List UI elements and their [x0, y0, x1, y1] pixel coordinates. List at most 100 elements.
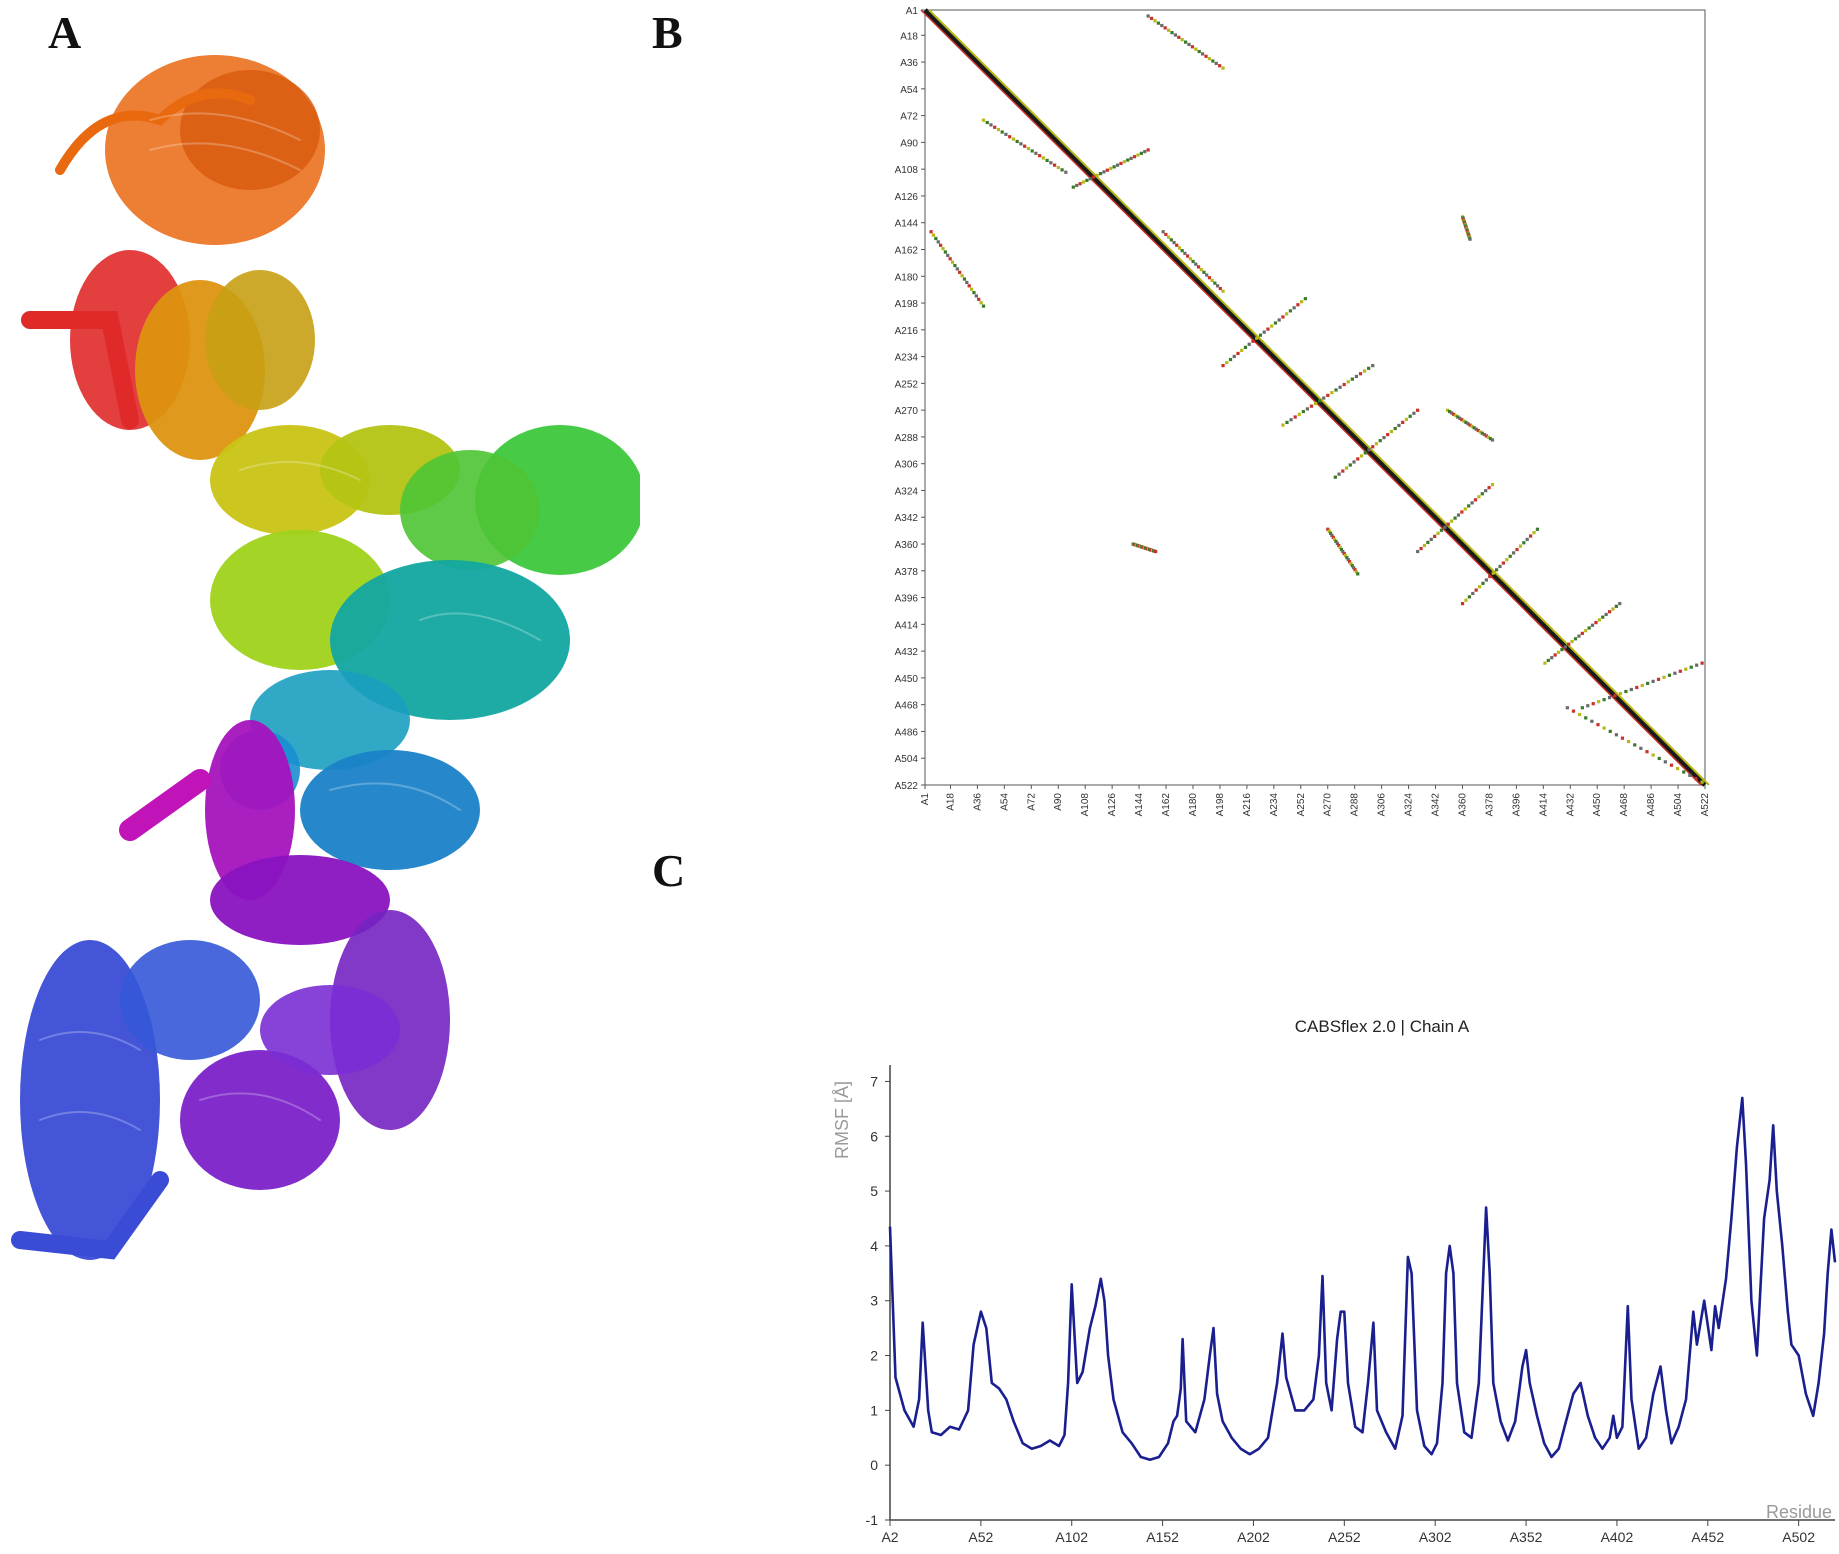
contact-point	[1197, 49, 1201, 54]
contact-point	[1580, 631, 1584, 635]
contact-point	[1341, 549, 1345, 554]
contact-point	[1532, 531, 1536, 535]
contact-point	[1689, 665, 1693, 669]
contact-point	[1487, 486, 1491, 490]
contact-point	[1535, 527, 1540, 531]
contact-point	[1371, 364, 1375, 368]
contact-x-tick-label: A306	[1377, 793, 1388, 817]
contact-y-tick-label: A252	[895, 379, 919, 390]
rmsf-x-tick-label: A402	[1601, 1529, 1634, 1545]
contact-point	[1695, 663, 1699, 667]
contact-point	[1580, 706, 1584, 710]
contact-point	[1154, 549, 1158, 554]
contact-point	[1419, 546, 1423, 551]
contact-point	[1318, 399, 1322, 403]
contact-y-tick-label: A360	[895, 540, 919, 551]
contact-point	[1102, 170, 1106, 174]
contact-point	[1305, 407, 1310, 411]
contact-point	[1371, 445, 1375, 449]
contact-y-tick-label: A108	[895, 165, 919, 176]
contact-point	[1060, 168, 1064, 172]
contact-y-tick-label: A270	[895, 406, 919, 417]
contact-point	[1221, 66, 1225, 70]
contact-point	[1635, 685, 1639, 690]
contact-y-tick-label: A216	[895, 326, 919, 337]
contact-point	[1327, 529, 1331, 533]
contact-point	[1565, 706, 1569, 710]
contact-point	[1350, 377, 1354, 381]
contact-point	[1207, 276, 1212, 280]
contact-point	[1450, 411, 1454, 415]
contact-point	[981, 118, 986, 122]
contact-point	[1607, 610, 1612, 614]
contact-point	[1166, 28, 1171, 32]
contact-y-tick-label: A18	[900, 31, 918, 42]
rmsf-y-tick-label: 0	[870, 1457, 878, 1473]
contact-point	[1297, 412, 1301, 416]
contact-point	[1349, 562, 1353, 566]
contact-point	[1512, 551, 1516, 555]
contact-point	[1313, 401, 1318, 406]
contact-point	[1486, 435, 1491, 439]
contact-point	[1607, 696, 1612, 700]
contact-point	[1292, 306, 1296, 310]
contact-point	[1196, 265, 1201, 269]
contact-point	[1389, 429, 1394, 434]
contact-point	[1463, 507, 1467, 511]
contact-point	[1452, 412, 1456, 416]
rmsf-y-tick-label: 1	[870, 1402, 878, 1418]
contact-point	[936, 240, 940, 244]
contact-point	[1584, 629, 1588, 633]
contact-point	[1356, 572, 1360, 576]
contact-point	[1618, 691, 1623, 696]
contact-point	[1149, 16, 1154, 21]
contact-point	[1333, 537, 1337, 541]
contact-point	[1501, 561, 1505, 565]
contact-point	[1277, 318, 1281, 322]
contact-point	[1662, 675, 1666, 679]
rmsf-x-tick-label: A352	[1510, 1529, 1543, 1545]
contact-point	[1474, 588, 1478, 592]
contact-point	[1337, 543, 1341, 548]
contact-point	[1484, 489, 1488, 493]
contact-point	[1439, 528, 1444, 532]
contact-point	[1038, 154, 1042, 158]
contact-point	[1348, 463, 1352, 467]
contact-point	[1326, 527, 1330, 531]
contact-point	[965, 280, 969, 285]
rmsf-x-tick-label: A152	[1146, 1529, 1179, 1545]
contact-point	[1078, 182, 1082, 186]
contact-point	[1374, 442, 1379, 446]
rmsf-x-ticks: A2 A52 A102 A152 A202 A252 A302 A352 A402 A452 A50…	[881, 1520, 1815, 1545]
contact-point	[1591, 702, 1595, 706]
rmsf-y-tick-label: 5	[870, 1183, 878, 1199]
contact-point	[1478, 430, 1482, 434]
contact-point	[1472, 426, 1476, 430]
contact-point	[1494, 568, 1499, 572]
contact-point	[1122, 160, 1126, 164]
contact-point	[1330, 391, 1334, 395]
contact-point	[1450, 519, 1454, 523]
contact-x-tick-label: A432	[1565, 793, 1576, 817]
contact-point	[1214, 61, 1218, 65]
contact-point	[1476, 428, 1480, 433]
contact-point	[1657, 756, 1661, 761]
contact-point	[1132, 155, 1137, 159]
contact-point	[1448, 409, 1452, 414]
contact-point	[1408, 414, 1412, 418]
contact-y-tick-label: A396	[895, 594, 919, 605]
contact-point	[1456, 513, 1461, 517]
contact-point	[1656, 677, 1661, 681]
contact-point	[1553, 653, 1557, 657]
contact-point	[1522, 541, 1526, 545]
contact-point	[1611, 607, 1615, 611]
contact-point	[1464, 598, 1468, 602]
contact-point	[1570, 639, 1574, 644]
contact-point	[1633, 743, 1637, 747]
contact-point	[1453, 516, 1457, 520]
contact-point	[1490, 438, 1495, 442]
contact-point	[1177, 246, 1182, 250]
contact-point	[1187, 42, 1191, 47]
contact-point	[1353, 568, 1357, 572]
rmsf-x-tick-label: A2	[881, 1529, 898, 1545]
